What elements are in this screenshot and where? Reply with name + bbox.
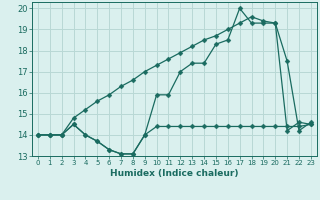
X-axis label: Humidex (Indice chaleur): Humidex (Indice chaleur)	[110, 169, 239, 178]
